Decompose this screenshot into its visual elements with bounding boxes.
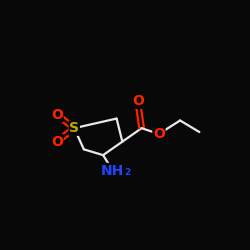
Text: NH: NH — [101, 164, 124, 177]
Text: S: S — [69, 121, 79, 135]
Text: O: O — [132, 94, 144, 108]
Text: 2: 2 — [124, 168, 130, 177]
Text: O: O — [153, 127, 165, 141]
Text: O: O — [51, 108, 63, 122]
Text: O: O — [51, 135, 63, 149]
